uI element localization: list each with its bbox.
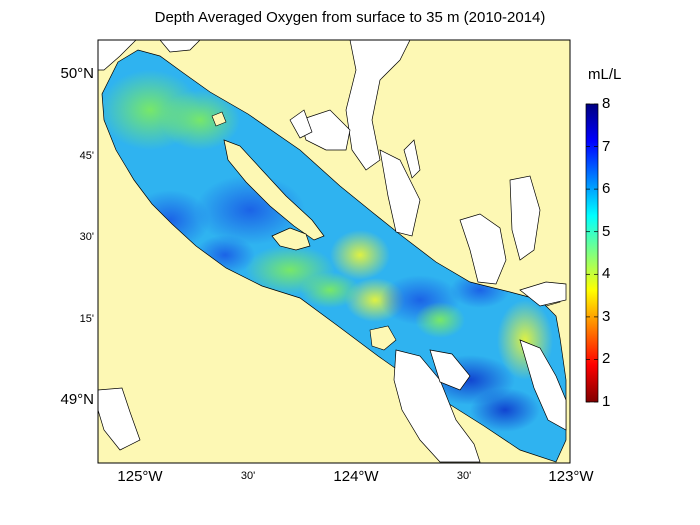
island-small-2 [369,325,397,351]
lon-label-30-a: 30' [240,470,256,482]
island-lasqueti [271,227,311,251]
colorbar-tick-4: 4 [602,265,611,282]
colorbar-unit: mL/L [588,66,622,83]
colorbar-tick-3: 3 [602,308,611,325]
colorbar-ticks [586,103,598,403]
lat-label-15: 15' [79,313,94,325]
lat-label-30: 30' [79,231,94,243]
lat-label-49n: 49°N [60,391,94,408]
colorbar-tick-8: 8 [602,95,611,112]
island-texada [223,139,325,241]
lon-label-30-b: 30' [456,470,472,482]
colorbar-tick-6: 6 [602,180,611,197]
lon-label-125w: 125°W [117,468,163,485]
strait-coastline [101,49,567,463]
colorbar-tick-2: 2 [602,350,611,367]
colorbar-tick-1: 1 [602,393,611,410]
map-frame [97,39,571,464]
lat-label-45: 45' [79,150,94,162]
inland-waters [98,40,567,463]
lat-label-50n: 50°N [60,65,94,82]
colorbar-tick-5: 5 [602,223,611,240]
colorbar-tick-7: 7 [602,138,611,155]
colorbar [585,103,599,403]
island-small-1 [211,111,227,127]
lon-label-123w: 123°W [548,468,594,485]
lon-label-124w: 124°W [333,468,379,485]
map-title: Depth Averaged Oxygen from surface to 35… [154,9,546,26]
